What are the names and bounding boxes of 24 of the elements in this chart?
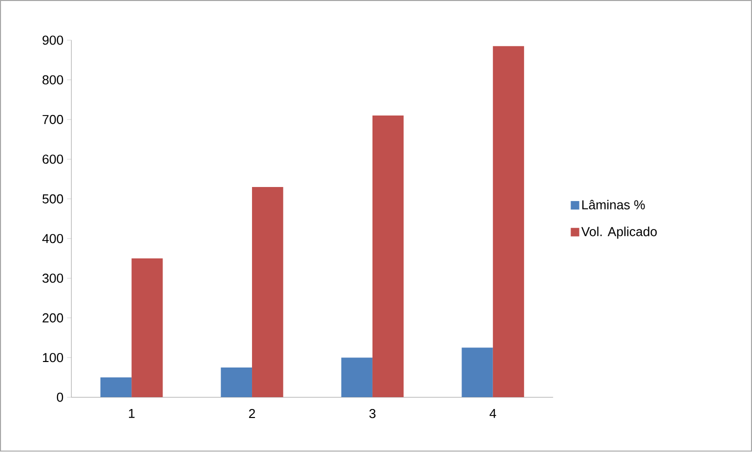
y-tick-label: 500 [42,194,64,204]
y-tick-label: 600 [42,154,64,164]
bar [492,46,524,398]
x-tick-label: 1 [128,409,135,418]
bar [252,187,284,398]
y-tick-label: 800 [42,75,64,85]
legend-label: Vol. Aplicado [581,226,657,239]
bar [100,378,132,398]
bar [372,116,404,398]
x-tick-label: 3 [369,409,376,418]
y-tick-label: 100 [42,353,64,362]
y-tick-label: 900 [42,36,64,45]
bar [462,348,493,398]
y-tick-label: 300 [42,274,64,283]
bar [132,258,163,398]
x-tick-label: 2 [249,409,255,418]
bar [220,368,252,398]
y-tick-label: 0 [56,392,64,402]
legend-label: Lâminas % [582,200,645,210]
y-tick-label: 700 [42,115,64,124]
x-tick-label: 4 [490,409,496,418]
bar [341,358,372,398]
y-tick-label: 200 [42,314,64,323]
y-tick-label: 400 [42,234,64,244]
